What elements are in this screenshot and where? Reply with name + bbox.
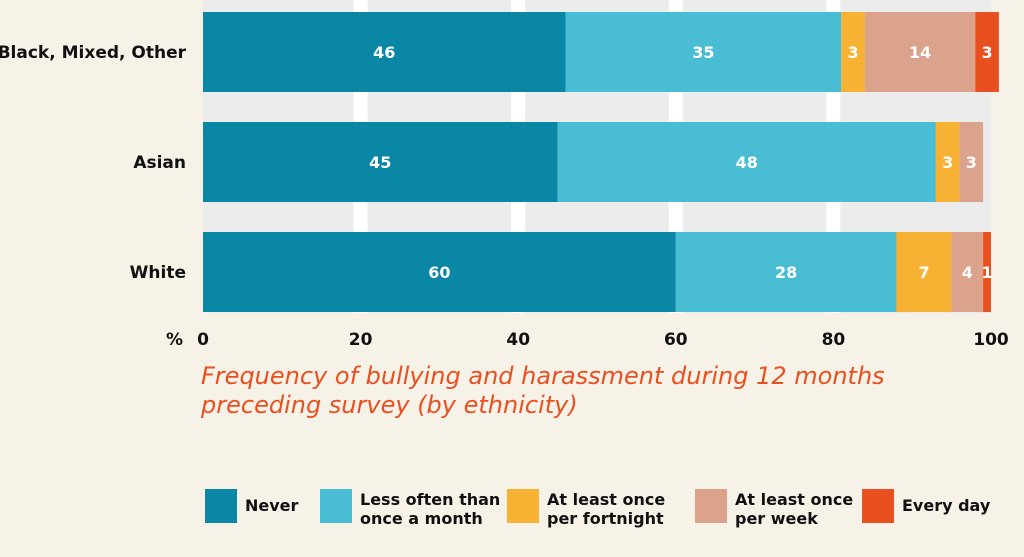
legend-swatch: [862, 489, 894, 523]
data-label: 3: [848, 43, 859, 62]
bar-segment: [203, 122, 558, 202]
chart-title: Frequency of bullying and harassment dur…: [201, 362, 885, 419]
bar-segment: [959, 122, 984, 202]
legend-label: Every day: [902, 496, 991, 515]
data-label: 60: [428, 263, 450, 282]
bar-segment: [203, 12, 566, 92]
legend-swatch: [695, 489, 727, 523]
bar-segment: [675, 232, 897, 312]
data-label: 4: [962, 263, 973, 282]
legend-item: At least once per week: [695, 489, 853, 528]
bar-segment: [896, 232, 952, 312]
category-label: Asian: [133, 153, 186, 173]
x-tick-label: 0: [197, 330, 209, 350]
bar-segment: [975, 12, 999, 92]
data-label: 7: [918, 263, 929, 282]
data-label: 28: [775, 263, 797, 282]
x-tick-label: 100: [973, 330, 1009, 350]
bar-segment: [203, 232, 676, 312]
x-tick-label: 20: [349, 330, 373, 350]
x-tick-label: 40: [506, 330, 530, 350]
legend-label: At least once per fortnight: [547, 490, 666, 528]
chart-legend: Never Less often than once a month At leas…: [0, 489, 1024, 539]
data-label: 35: [692, 43, 714, 62]
legend-item: Never: [205, 489, 298, 523]
bars: [203, 12, 999, 312]
data-label: 48: [736, 153, 758, 172]
legend-label: At least once per week: [735, 490, 854, 528]
category-label: White: [130, 263, 186, 283]
bar-segment: [951, 232, 984, 312]
data-label: 45: [369, 153, 391, 172]
data-label: 3: [966, 153, 977, 172]
bar-segment: [864, 12, 976, 92]
bar-segment: [565, 12, 842, 92]
x-axis-label: %: [166, 330, 183, 350]
data-label: 3: [942, 153, 953, 172]
x-tick-label: 60: [664, 330, 688, 350]
bar-segment: [983, 232, 991, 312]
legend-item: Less often than once a month: [320, 489, 500, 528]
data-label: 1: [981, 263, 992, 282]
legend-label: Less often than once a month: [360, 490, 501, 528]
legend-swatch: [320, 489, 352, 523]
legend-swatch: [205, 489, 237, 523]
legend-swatch: [507, 489, 539, 523]
legend-label: Never: [245, 496, 299, 515]
bar-segment: [935, 122, 960, 202]
x-tick-label: 80: [822, 330, 846, 350]
legend-item: At least once per fortnight: [507, 489, 665, 528]
bar-segment: [557, 122, 936, 202]
data-label: 14: [909, 43, 931, 62]
legend-item: Every day: [862, 489, 990, 523]
category-label: Black, Mixed, Other: [0, 43, 187, 63]
data-label: 46: [373, 43, 395, 62]
bar-segment: [841, 12, 865, 92]
data-label: 3: [981, 43, 992, 62]
